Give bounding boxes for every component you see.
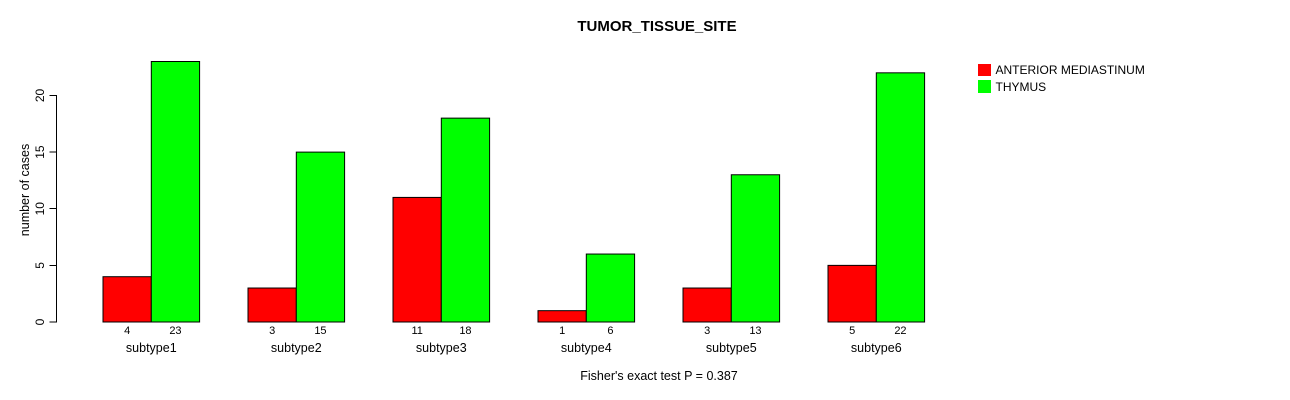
y-axis-tick-label: 5 [33, 262, 47, 269]
bar-count-label: 13 [749, 325, 761, 337]
bar-count-label: 18 [459, 325, 471, 337]
bar-anterior-mediastinum-subtype4 [537, 310, 587, 323]
bar-anterior-mediastinum-subtype3 [392, 196, 442, 323]
bar-count-label: 4 [124, 325, 130, 337]
legend-item: ANTERIOR MEDIASTINUM [978, 63, 1145, 77]
bar-thymus-subtype6 [875, 72, 926, 323]
y-axis-tick-label: 0 [33, 318, 47, 325]
y-axis-tick-label: 15 [33, 145, 47, 159]
category-label-subtype6: subtype6 [851, 341, 902, 355]
bar-count-label: 23 [169, 325, 181, 337]
legend: ANTERIOR MEDIASTINUM THYMUS [978, 63, 1145, 96]
y-axis-tick-label: 10 [33, 202, 47, 216]
bar-anterior-mediastinum-subtype6 [827, 264, 877, 323]
legend-swatch-icon [978, 63, 991, 77]
category-label-subtype3: subtype3 [416, 341, 467, 355]
y-axis: 0 5 10 15 20 [33, 88, 57, 325]
bar-anterior-mediastinum-subtype1 [102, 276, 152, 323]
statistical-test-footer: Fisher's exact test P = 0.387 [580, 369, 738, 383]
bar-count-label: 5 [849, 325, 855, 337]
bar-count-label: 11 [411, 325, 422, 337]
bar-count-label: 15 [314, 325, 326, 337]
bar-anterior-mediastinum-subtype5 [682, 287, 732, 323]
bar-thymus-subtype1 [150, 61, 201, 323]
category-label-subtype4: subtype4 [561, 341, 612, 355]
bar-count-label: 3 [269, 325, 275, 337]
bar-thymus-subtype4 [585, 253, 636, 323]
bar-thymus-subtype2 [295, 151, 346, 323]
legend-label: THYMUS [995, 79, 1047, 94]
bar-count-label: 3 [704, 325, 710, 337]
bar-thymus-subtype3 [440, 117, 491, 323]
category-label-subtype2: subtype2 [271, 341, 322, 355]
bar-anterior-mediastinum-subtype2 [247, 287, 297, 323]
category-label-subtype5: subtype5 [706, 341, 757, 355]
category-labels: subtype1 subtype2 subtype3 subtype4 subtype5… [126, 341, 902, 355]
legend-swatch-icon [978, 80, 991, 93]
chart-title: TUMOR_TISSUE_SITE [577, 18, 737, 35]
bar-count-label: 1 [559, 325, 565, 337]
bar-count-label: 22 [894, 325, 906, 337]
legend-item: THYMUS [978, 80, 1145, 94]
category-label-subtype1: subtype1 [126, 341, 177, 355]
bar-count-label: 6 [607, 325, 613, 337]
bar-thymus-subtype5 [730, 174, 781, 323]
legend-label: ANTERIOR MEDIASTINUM [995, 63, 1145, 77]
y-axis-tick-label: 20 [33, 88, 47, 102]
bars-group [102, 61, 926, 323]
bar-count-labels: 4 23 3 15 11 18 1 6 3 13 5 22 [124, 325, 906, 337]
